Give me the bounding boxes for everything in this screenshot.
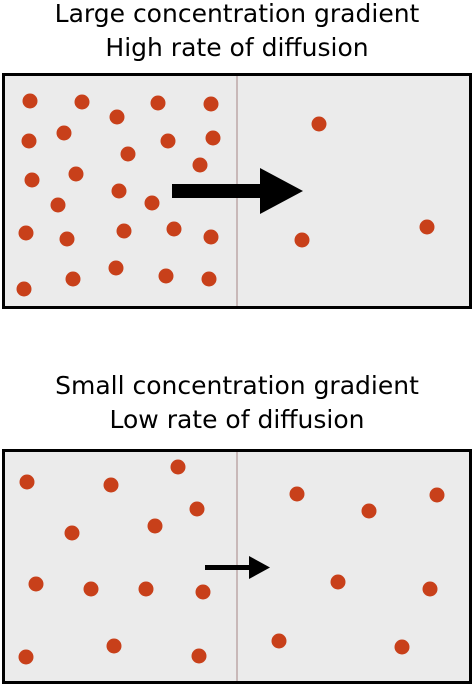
bottom-panel-particle [422, 581, 438, 597]
top-panel-particle [144, 195, 160, 211]
top-panel-particle [50, 197, 66, 213]
bottom-panel-particle [189, 501, 205, 517]
top-panel-particle [16, 281, 32, 297]
bottom-panel-caption: Small concentration gradient Low rate of… [0, 369, 474, 437]
bottom-panel-particle [195, 584, 211, 600]
bottom-panel-particle [394, 639, 410, 655]
bottom-panel-particle [138, 581, 154, 597]
top-panel-particle [203, 229, 219, 245]
bottom-panel-particle [19, 474, 35, 490]
bottom-panel-title-line2: Low rate of diffusion [109, 405, 365, 434]
bottom-panel-particle [289, 486, 305, 502]
large-diffusion-arrow [172, 168, 303, 214]
top-panel-title-line2: High rate of diffusion [105, 33, 369, 62]
bottom-panel-particle [429, 487, 445, 503]
top-panel-particle [108, 260, 124, 276]
bottom-panel-title-line1: Small concentration gradient [55, 371, 419, 400]
small-diffusion-arrow [205, 556, 270, 579]
bottom-panel-particle [83, 581, 99, 597]
top-panel-particle [18, 225, 34, 241]
top-panel-particle [205, 130, 221, 146]
top-panel-particle [68, 166, 84, 182]
top-panel-particle [166, 221, 182, 237]
bottom-panel-particle [361, 503, 377, 519]
bottom-panel-particle [191, 648, 207, 664]
top-panel-particle [116, 223, 132, 239]
top-panel-particle [311, 116, 327, 132]
top-panel-particle [294, 232, 310, 248]
bottom-panel-particle [147, 518, 163, 534]
top-panel-particle [59, 231, 75, 247]
top-panel-particle [201, 271, 217, 287]
bottom-panel-particle [330, 574, 346, 590]
top-panel-particle [158, 268, 174, 284]
bottom-panel-particle [170, 459, 186, 475]
bottom-panel-particle [103, 477, 119, 493]
top-panel-particle [150, 95, 166, 111]
top-panel-particle [203, 96, 219, 112]
bottom-panel-particle [106, 638, 122, 654]
top-panel-particles [16, 93, 435, 297]
bottom-panel-particle [18, 649, 34, 665]
bottom-panel-particle [64, 525, 80, 541]
top-panel-particle [65, 271, 81, 287]
top-panel-particle [56, 125, 72, 141]
top-panel-particle [24, 172, 40, 188]
top-panel-particle [120, 146, 136, 162]
top-panel-caption: Large concentration gradient High rate o… [0, 0, 474, 65]
top-panel-particle [192, 157, 208, 173]
bottom-panel-particle [271, 633, 287, 649]
top-panel-particle [74, 94, 90, 110]
top-panel-particle [22, 93, 38, 109]
bottom-panel-particle [28, 576, 44, 592]
bottom-panel-particles [18, 459, 445, 665]
top-panel-particle [160, 133, 176, 149]
top-panel-particle [419, 219, 435, 235]
top-panel-title-line1: Large concentration gradient [54, 0, 420, 28]
top-panel-particle [21, 133, 37, 149]
top-panel-particle [111, 183, 127, 199]
top-panel-particle [109, 109, 125, 125]
